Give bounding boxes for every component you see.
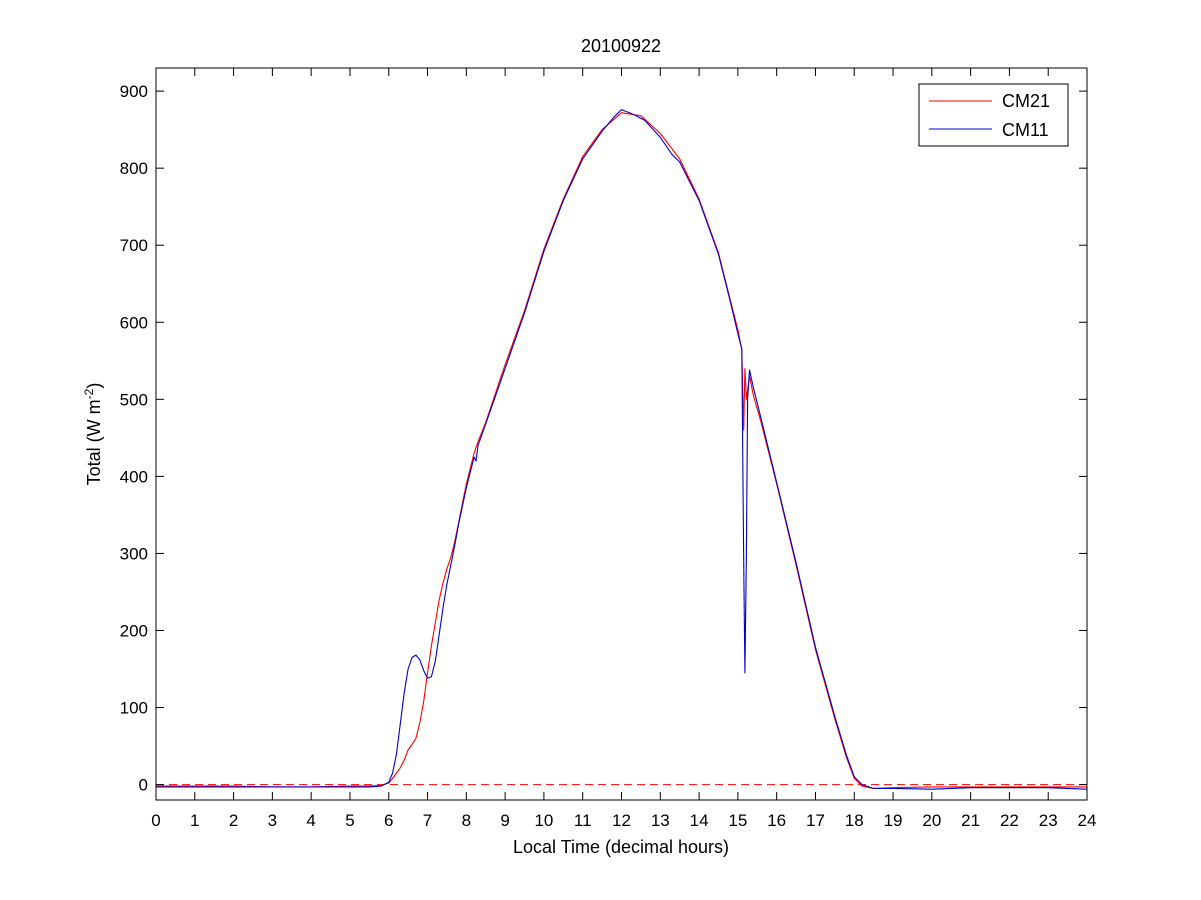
y-tick-label: 700 bbox=[120, 236, 148, 255]
y-tick-label: 0 bbox=[139, 776, 148, 795]
x-tick-label: 24 bbox=[1078, 811, 1097, 830]
y-tick-label: 800 bbox=[120, 159, 148, 178]
x-tick-label: 4 bbox=[306, 811, 315, 830]
x-tick-label: 8 bbox=[462, 811, 471, 830]
y-tick-label: 500 bbox=[120, 390, 148, 409]
x-tick-label: 17 bbox=[806, 811, 825, 830]
x-tick-label: 1 bbox=[190, 811, 199, 830]
x-tick-label: 16 bbox=[767, 811, 786, 830]
x-tick-label: 5 bbox=[345, 811, 354, 830]
x-tick-label: 11 bbox=[574, 811, 592, 830]
series-layer bbox=[156, 109, 1088, 790]
x-tick-label: 6 bbox=[384, 811, 393, 830]
y-tick-label: 600 bbox=[120, 313, 148, 332]
x-tick-label: 21 bbox=[961, 811, 980, 830]
legend-box bbox=[918, 83, 1069, 147]
x-tick-label: 7 bbox=[423, 811, 432, 830]
x-tick-label: 15 bbox=[728, 811, 747, 830]
y-tick-label: 400 bbox=[120, 467, 148, 486]
series-line-cm21 bbox=[156, 112, 1087, 789]
x-tick-label: 23 bbox=[1039, 811, 1058, 830]
legend-label-cm21: CM21 bbox=[1002, 91, 1050, 111]
x-tick-label: 9 bbox=[500, 811, 509, 830]
x-tick-label: 18 bbox=[845, 811, 864, 830]
x-tick-label: 22 bbox=[1000, 811, 1019, 830]
y-axis-label-main: Total (W m bbox=[84, 399, 104, 485]
y-axis-label: Total (W m-2) bbox=[82, 383, 104, 486]
y-axis-label-close: ) bbox=[84, 383, 104, 389]
x-axis-label: Local Time (decimal hours) bbox=[513, 837, 729, 857]
tick-labels-layer: 0 1 2 3 4 5 6 7 8 9 10 11 12 13 14 15 16 17 18 19 20 21 22 23 24… bbox=[120, 82, 1097, 830]
legend-label-cm11: CM11 bbox=[1002, 120, 1049, 140]
plot-area bbox=[156, 68, 1087, 800]
x-tick-label: 2 bbox=[229, 811, 238, 830]
x-tick-label: 20 bbox=[922, 811, 941, 830]
y-tick-label: 100 bbox=[120, 699, 148, 718]
x-tick-label: 3 bbox=[268, 811, 277, 830]
chart-title: 20100922 bbox=[581, 36, 661, 56]
x-tick-label: 12 bbox=[612, 811, 631, 830]
y-axis-label-superscript: -2 bbox=[82, 388, 96, 399]
ticks-layer bbox=[155, 68, 1088, 800]
y-tick-label: 200 bbox=[120, 621, 148, 640]
y-tick-label: 300 bbox=[120, 544, 148, 563]
y-tick-label: 900 bbox=[120, 82, 148, 101]
x-tick-label: 13 bbox=[651, 811, 670, 830]
legend: CM21 CM11 bbox=[918, 83, 1069, 147]
series-line-cm11 bbox=[156, 109, 1088, 790]
x-tick-label: 14 bbox=[690, 811, 709, 830]
x-tick-label: 10 bbox=[534, 811, 553, 830]
x-tick-label: 19 bbox=[884, 811, 903, 830]
x-tick-label: 0 bbox=[151, 811, 160, 830]
